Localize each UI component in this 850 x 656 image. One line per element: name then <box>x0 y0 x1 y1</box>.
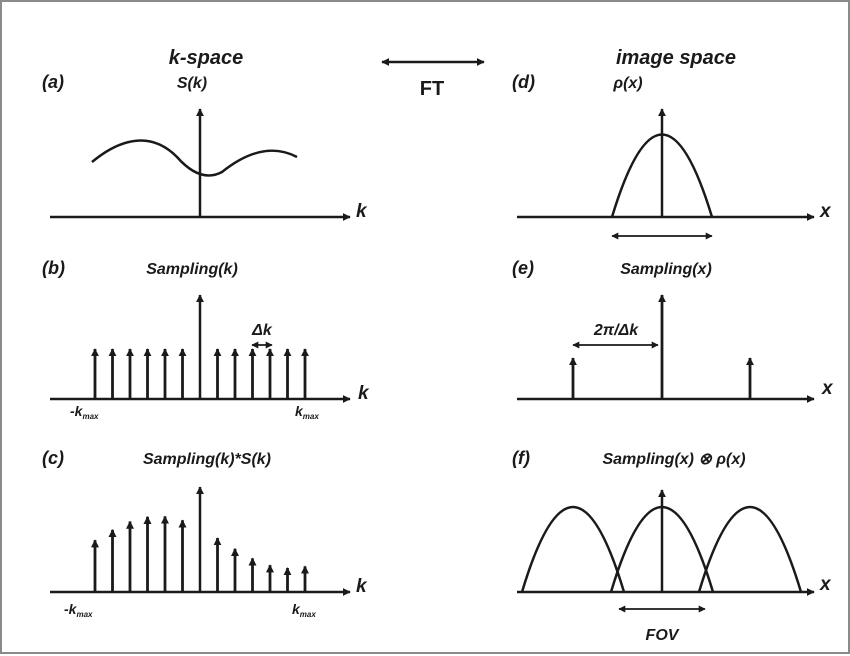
panel-f-label: (f) <box>512 448 530 468</box>
panel-f-axis-label: x <box>819 574 832 595</box>
panel-c-title: Sampling(k)*S(k) <box>143 451 271 468</box>
panel-a-title: S(k) <box>177 75 207 92</box>
panel-b-sampling-comb <box>91 348 309 399</box>
panel-c-sampled-signal <box>91 515 309 592</box>
panel-f-replica-center <box>609 506 715 593</box>
panel-a-signal-curve <box>91 139 298 177</box>
panel-a-axis-label: k <box>356 201 368 222</box>
ft-label: FT <box>420 78 444 100</box>
panel-f: (f) Sampling(x) ⊗ ρ(x) x FOV <box>512 448 832 644</box>
panel-b-label: (b) <box>42 258 65 278</box>
panel-d-title: ρ(x) <box>612 75 642 92</box>
panel-f-title: Sampling(x) ⊗ ρ(x) <box>602 451 745 468</box>
panel-a-label: (a) <box>42 72 64 92</box>
panel-c-axis-label: k <box>356 576 368 597</box>
panel-c-kmin-label: -kmax <box>64 601 93 619</box>
panel-b-delta-k-label: Δk <box>251 322 273 339</box>
panel-b-kmin-label: -kmax <box>70 403 99 421</box>
panel-e-spacing-label: 2π/Δk <box>593 322 639 339</box>
panel-b-title: Sampling(k) <box>146 261 238 278</box>
panel-d-label: (d) <box>512 72 535 92</box>
panel-e-label: (e) <box>512 258 534 278</box>
panel-d: (d) ρ(x) x <box>512 72 832 240</box>
panel-d-axis-label: x <box>819 201 832 222</box>
panel-f-replica-left <box>520 506 626 593</box>
panel-c-label: (c) <box>42 448 64 468</box>
image-space-header: image space <box>616 47 736 69</box>
panel-d-object-profile <box>610 133 714 218</box>
panel-a: (a) S(k) k <box>42 72 368 222</box>
panel-b-axis-label: k <box>358 383 370 404</box>
kspace-header: k-space <box>169 47 244 69</box>
panel-f-fov-label: FOV <box>646 627 680 644</box>
panel-e-title: Sampling(x) <box>620 261 712 278</box>
panel-c: (c) Sampling(k)*S(k) k -kmax kmax <box>42 448 368 619</box>
panel-f-replica-right <box>697 506 803 593</box>
panel-e-axis-label: x <box>821 378 834 399</box>
panel-b: (b) Sampling(k) k Δk -kmax kmax <box>42 258 370 421</box>
panel-e: (e) Sampling(x) x 2π/Δk <box>512 258 834 403</box>
panel-c-kmax-label: kmax <box>292 601 316 619</box>
panel-b-kmax-label: kmax <box>295 403 319 421</box>
